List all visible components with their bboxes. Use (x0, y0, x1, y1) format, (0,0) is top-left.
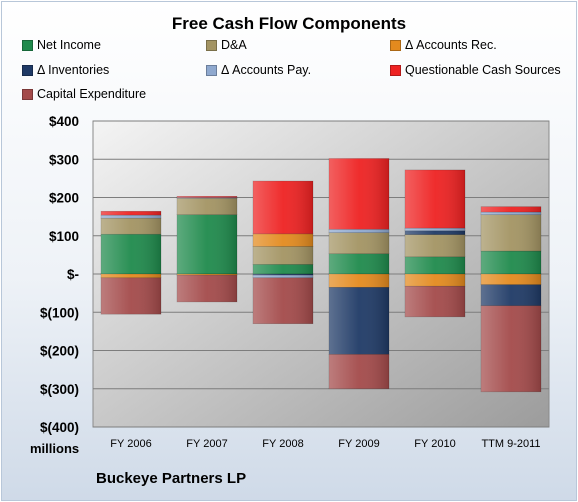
bar-segment (480, 211, 542, 216)
legend-item: Net Income (22, 38, 101, 52)
x-tick-label: FY 2010 (414, 438, 455, 450)
legend-item: Δ Accounts Pay. (206, 63, 311, 77)
y-tick-label: $400 (49, 114, 79, 129)
bar-segment (100, 217, 162, 235)
legend-swatch (390, 39, 401, 51)
company-name: Buckeye Partners LP (96, 470, 247, 487)
bar-segment (252, 233, 314, 247)
y-tick-label: $- (67, 267, 79, 282)
bar-segment (252, 246, 314, 265)
bar-segment (404, 256, 466, 275)
bar-segment (176, 274, 238, 303)
bar-segment (100, 210, 162, 216)
bar-segment (100, 214, 162, 219)
bar-segment (480, 305, 542, 393)
bar-segment (328, 228, 390, 233)
legend-item: Δ Accounts Rec. (390, 38, 497, 52)
bar-segment (404, 285, 466, 318)
bar-segment (480, 206, 542, 213)
bar-segment (176, 214, 238, 275)
bar-segment (328, 287, 390, 355)
bar-segment (404, 230, 466, 235)
y-tick-label: $(400) (40, 420, 79, 435)
bar-segment (252, 264, 314, 275)
x-tick-label: TTM 9-2011 (481, 438, 540, 450)
chart-title: Free Cash Flow Components (171, 14, 407, 33)
legend-item: Capital Expenditure (22, 87, 146, 101)
y-tick-label: $(300) (40, 382, 79, 397)
legend-label: Δ Inventories (37, 63, 110, 77)
x-tick-label: FY 2007 (186, 438, 227, 450)
legend-label: Δ Accounts Rec. (405, 38, 497, 52)
bar-segment (404, 234, 466, 258)
bar-segment (328, 158, 390, 230)
bar-segment (328, 273, 390, 288)
legend-swatch (22, 64, 33, 76)
legend-swatch (206, 64, 217, 76)
bar-segment (252, 180, 314, 235)
legend-swatch (22, 39, 33, 51)
legend-swatch (390, 64, 401, 76)
bar-segment (176, 196, 238, 198)
bar-segment (100, 277, 162, 315)
y-tick-label: $100 (49, 229, 79, 244)
bar-segment (404, 227, 466, 232)
bar-segment (252, 274, 314, 279)
bar-segment (480, 250, 542, 275)
bar-segment (328, 354, 390, 390)
unit-label: millions (30, 441, 80, 456)
y-tick-label: $300 (49, 152, 79, 167)
legend-swatch (206, 39, 217, 51)
legend-swatch (22, 88, 33, 100)
legend-item: Questionable Cash Sources (390, 63, 561, 77)
legend-label: Δ Accounts Pay. (221, 63, 312, 77)
bar-segment (328, 253, 390, 275)
bar-segment (404, 169, 466, 229)
bar-segment (404, 273, 466, 287)
bar-segment (100, 273, 162, 279)
bar-segment (480, 273, 542, 286)
bar-segment (100, 233, 162, 275)
x-tick-label: FY 2008 (262, 438, 303, 450)
legend-item: Δ Inventories (22, 63, 109, 77)
y-tick-label: $200 (49, 191, 79, 206)
bar-segment (480, 284, 542, 307)
bar-segment (252, 277, 314, 325)
legend-label: Capital Expenditure (37, 87, 147, 101)
x-tick-label: FY 2006 (110, 438, 151, 450)
bar-segment (328, 232, 390, 255)
y-tick-label: $(100) (40, 305, 79, 320)
bar-segment (176, 197, 238, 216)
legend-item: D&A (206, 38, 247, 52)
legend-label: D&A (221, 38, 247, 52)
legend-label: Net Income (37, 38, 101, 52)
bar-segment (480, 214, 542, 252)
legend-label: Questionable Cash Sources (405, 63, 561, 77)
legend: Net Income D&A Δ Accounts Rec. Δ Inventorie… (0, 0, 578, 110)
x-tick-label: FY 2009 (338, 438, 379, 450)
y-tick-label: $(200) (40, 344, 79, 359)
